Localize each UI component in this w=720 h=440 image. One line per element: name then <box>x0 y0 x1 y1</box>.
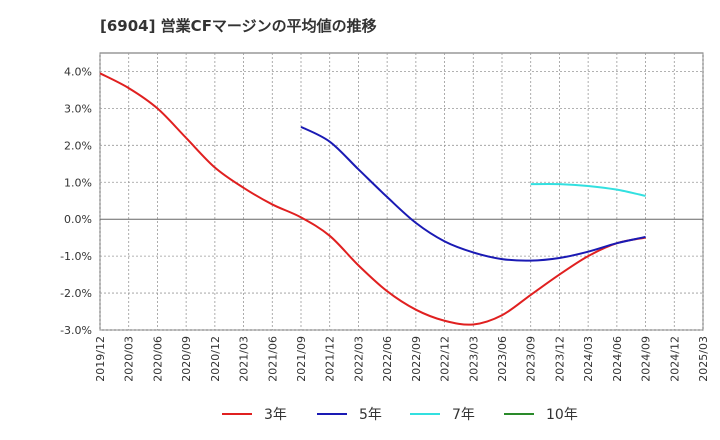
legend: 3年 5年 7年 10年 <box>222 407 578 423</box>
x-tick-label: 2024/06 <box>611 336 624 382</box>
x-tick-label: 2020/09 <box>180 336 193 382</box>
legend-label-2: 7年 <box>452 407 475 423</box>
y-tick-label: 3.0% <box>64 102 92 115</box>
y-tick-label: -3.0% <box>60 324 92 337</box>
x-tick-label: 2021/06 <box>266 336 279 382</box>
x-tick-label: 2022/03 <box>352 336 365 382</box>
series-line-2 <box>530 182 646 197</box>
series-line-1 <box>300 125 646 262</box>
grid-layer <box>99 52 704 331</box>
y-tick-label: 0.0% <box>64 213 92 226</box>
legend-label-1: 5年 <box>359 407 382 423</box>
x-tick-label: 2021/12 <box>324 336 337 382</box>
y-tick-label: -2.0% <box>60 287 92 300</box>
series-line-0 <box>99 72 646 326</box>
x-tick-label: 2024/03 <box>582 336 595 382</box>
x-tick-label: 2023/09 <box>525 336 538 382</box>
x-tick-label: 2022/12 <box>439 336 452 382</box>
axis-layer: -3.0% -2.0% -1.0% 0.0% 1.0% 2.0% 3.0% 4.0% 2019/… <box>60 65 710 381</box>
x-tick-label: 2024/09 <box>640 336 653 382</box>
y-tick-label: -1.0% <box>60 250 92 263</box>
x-tick-label: 2024/12 <box>668 336 681 382</box>
y-tick-label: 2.0% <box>64 139 92 152</box>
x-tick-label: 2021/03 <box>238 336 251 382</box>
chart-title: [6904] 営業CFマージンの平均値の推移 <box>100 17 377 35</box>
x-tick-label: 2020/12 <box>209 336 222 382</box>
y-tick-label: 1.0% <box>64 176 92 189</box>
x-tick-label: 2021/09 <box>295 336 308 382</box>
x-tick-label: 2019/12 <box>94 336 107 382</box>
legend-label-0: 3年 <box>264 407 287 423</box>
x-tick-label: 2023/03 <box>467 336 480 382</box>
x-tick-label: 2020/06 <box>151 336 164 382</box>
x-tick-label: 2020/03 <box>123 336 136 382</box>
x-tick-label: 2022/09 <box>410 336 423 382</box>
series-layer <box>99 72 646 326</box>
x-tick-label: 2023/06 <box>496 336 509 382</box>
y-tick-label: 4.0% <box>64 65 92 78</box>
x-tick-label: 2025/03 <box>697 336 710 382</box>
x-tick-label: 2022/06 <box>381 336 394 382</box>
plot-area <box>99 52 704 331</box>
x-tick-label: 2023/12 <box>553 336 566 382</box>
legend-label-3: 10年 <box>546 407 578 423</box>
